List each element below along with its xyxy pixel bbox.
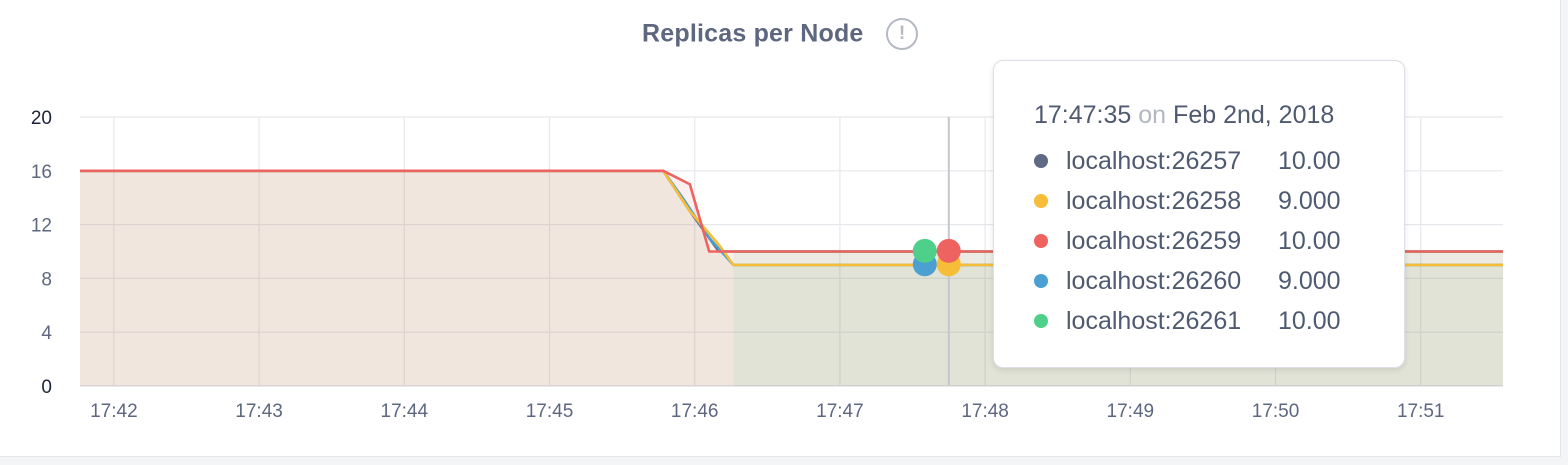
tooltip-series-value: 10.00 xyxy=(1278,146,1341,175)
tooltip-series-value: 9.000 xyxy=(1278,266,1341,295)
y-tick-label: 8 xyxy=(41,269,52,290)
tooltip-series-name: localhost:26258 xyxy=(1066,186,1242,215)
tooltip-row: localhost:26260 9.000 xyxy=(1034,265,1358,297)
tooltip-series-name: localhost:26259 xyxy=(1066,226,1242,255)
series-dot-icon xyxy=(1034,194,1048,208)
y-tick-label: 0 xyxy=(41,377,52,398)
chart-title: Replicas per Node xyxy=(642,19,864,48)
tooltip-row: localhost:26259 10.00 xyxy=(1034,225,1358,257)
chart-header: Replicas per Node ! xyxy=(0,18,1560,50)
x-tick-label: 17:47 xyxy=(816,401,864,422)
series-dot-icon xyxy=(1034,274,1048,288)
x-tick-label: 17:51 xyxy=(1397,401,1445,422)
series-dot-icon xyxy=(1034,154,1048,168)
tooltip-series-name: localhost:26260 xyxy=(1066,266,1242,295)
tooltip-header: 17:47:35 on Feb 2nd, 2018 xyxy=(1034,101,1334,130)
x-tick-label: 17:45 xyxy=(526,401,574,422)
tooltip-row: localhost:26257 10.00 xyxy=(1034,145,1358,177)
x-tick-label: 17:50 xyxy=(1252,401,1300,422)
tooltip-series-name: localhost:26261 xyxy=(1066,306,1242,335)
hover-marker xyxy=(936,238,961,263)
y-tick-label: 12 xyxy=(31,216,52,237)
tooltip-on: on xyxy=(1138,101,1167,129)
series-line xyxy=(80,169,1503,253)
x-tick-label: 17:44 xyxy=(381,401,429,422)
exclamation-info-icon[interactable]: ! xyxy=(885,18,918,50)
x-tick-label: 17:46 xyxy=(671,401,719,422)
x-tick-label: 17:49 xyxy=(1107,401,1155,422)
tooltip-series-name: localhost:26257 xyxy=(1066,146,1242,175)
y-tick-label: 4 xyxy=(41,323,52,344)
chart-tooltip: 17:47:35 on Feb 2nd, 2018 localhost:2625… xyxy=(993,60,1405,368)
x-tick-label: 17:42 xyxy=(90,401,138,422)
tooltip-date: Feb 2nd, 2018 xyxy=(1173,101,1335,129)
x-tick-label: 17:48 xyxy=(961,401,1009,422)
chart-card: Replicas per Node ! 0 4 8 12 16 20 17:42 17:43 1… xyxy=(0,0,1561,457)
tooltip-row: localhost:26261 10.00 xyxy=(1034,305,1358,337)
tooltip-time: 17:47:35 xyxy=(1034,101,1132,129)
series-dot-icon xyxy=(1034,314,1048,328)
tooltip-series-value: 10.00 xyxy=(1278,306,1341,335)
tooltip-series-value: 10.00 xyxy=(1278,226,1341,255)
series-dot-icon xyxy=(1034,234,1048,248)
y-tick-label: 20 xyxy=(31,108,52,129)
y-tick-label: 16 xyxy=(31,162,52,183)
tooltip-series-value: 9.000 xyxy=(1278,186,1341,215)
tooltip-row: localhost:26258 9.000 xyxy=(1034,185,1358,217)
x-tick-label: 17:43 xyxy=(235,401,283,422)
hover-marker xyxy=(912,238,937,263)
